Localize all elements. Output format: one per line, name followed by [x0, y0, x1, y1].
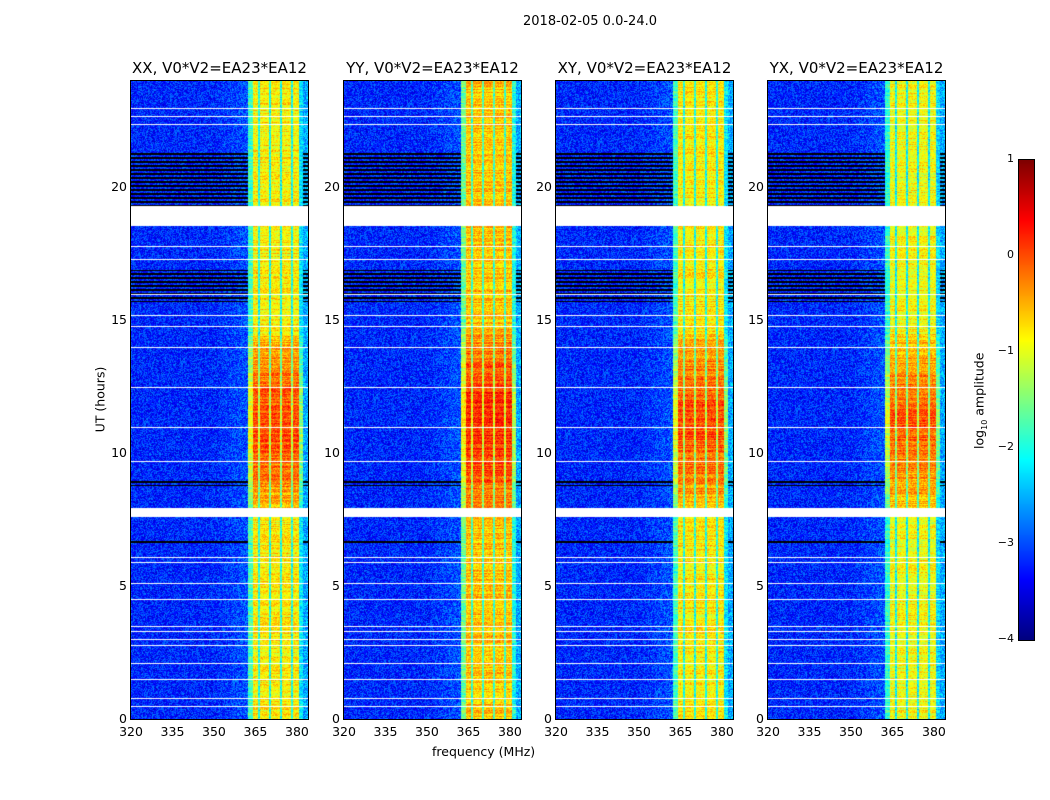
- x-tick-label: 365: [880, 724, 905, 739]
- y-tick-label: 0: [332, 711, 340, 726]
- panel-title-2: XY, V0*V2=EA23*EA12: [557, 59, 732, 77]
- x-tick-label: 335: [585, 724, 610, 739]
- colorbar-label-tail: amplitude: [971, 352, 987, 420]
- x-tick-label: 350: [627, 724, 651, 739]
- y-tick-label: 20: [111, 179, 127, 195]
- heatmap-2: [556, 81, 733, 719]
- x-tick-label: 365: [243, 724, 268, 739]
- x-tick-label: 320: [332, 724, 356, 739]
- y-tick-label: 0: [756, 711, 764, 726]
- colorbar-tick-label: −3: [997, 536, 1014, 549]
- panel-title-3: YX, V0*V2=EA23*EA12: [769, 59, 944, 77]
- y-tick-label: 5: [756, 578, 764, 594]
- y-tick-label: 10: [324, 445, 340, 461]
- panel-0: [130, 80, 309, 720]
- x-tick-label: 320: [119, 724, 143, 739]
- y-tick-label: 15: [111, 312, 127, 328]
- colorbar: [1018, 159, 1035, 641]
- colorbar-label: log10 amplitude: [971, 341, 989, 461]
- x-tick-label: 335: [160, 724, 185, 739]
- x-tick-label: 365: [456, 724, 481, 739]
- y-tick-label: 15: [536, 312, 552, 328]
- figure-title: 2018-02-05 0.0-24.0: [523, 14, 657, 29]
- y-axis-label: UT (hours): [92, 366, 108, 433]
- colorbar-label-main: log: [971, 429, 987, 449]
- y-tick-label: 5: [332, 578, 340, 594]
- x-tick-label: 335: [797, 724, 822, 739]
- y-tick-label: 20: [324, 179, 340, 195]
- y-tick-label: 10: [111, 445, 127, 461]
- x-tick-label: 350: [839, 724, 863, 739]
- x-tick-label: 320: [756, 724, 780, 739]
- colorbar-tick-label: 0: [1007, 248, 1014, 261]
- y-tick-label: 10: [748, 445, 764, 461]
- x-tick-label: 335: [373, 724, 398, 739]
- y-tick-label: 10: [536, 445, 552, 461]
- x-tick-label: 350: [415, 724, 439, 739]
- y-tick-label: 20: [748, 179, 764, 195]
- panel-title-1: YY, V0*V2=EA23*EA12: [346, 59, 519, 77]
- panel-title-0: XX, V0*V2=EA23*EA12: [132, 59, 307, 77]
- y-tick-label: 15: [324, 312, 340, 328]
- x-tick-label: 365: [668, 724, 693, 739]
- heatmap-1: [344, 81, 521, 719]
- x-tick-label: 380: [710, 724, 734, 739]
- colorbar-tick-label: 1: [1007, 152, 1014, 165]
- panel-1: [343, 80, 522, 720]
- y-tick-label: 0: [119, 711, 127, 726]
- x-axis-label: frequency (MHz): [432, 744, 536, 759]
- colorbar-tick-label: −1: [997, 344, 1014, 357]
- y-tick-label: 5: [119, 578, 127, 594]
- heatmap-0: [131, 81, 308, 719]
- x-tick-label: 320: [544, 724, 568, 739]
- y-tick-label: 20: [536, 179, 552, 195]
- panel-3: [767, 80, 946, 720]
- panel-2: [555, 80, 734, 720]
- y-tick-label: 5: [544, 578, 552, 594]
- colorbar-tick-label: −4: [997, 632, 1014, 645]
- colorbar-label-sub: 10: [979, 419, 989, 430]
- y-tick-label: 0: [544, 711, 552, 726]
- y-tick-label: 15: [748, 312, 764, 328]
- colorbar-tick-label: −2: [997, 440, 1014, 453]
- colorbar-gradient: [1019, 160, 1034, 640]
- x-tick-label: 350: [202, 724, 226, 739]
- x-tick-label: 380: [285, 724, 309, 739]
- x-tick-label: 380: [498, 724, 522, 739]
- x-tick-label: 380: [922, 724, 946, 739]
- heatmap-3: [768, 81, 945, 719]
